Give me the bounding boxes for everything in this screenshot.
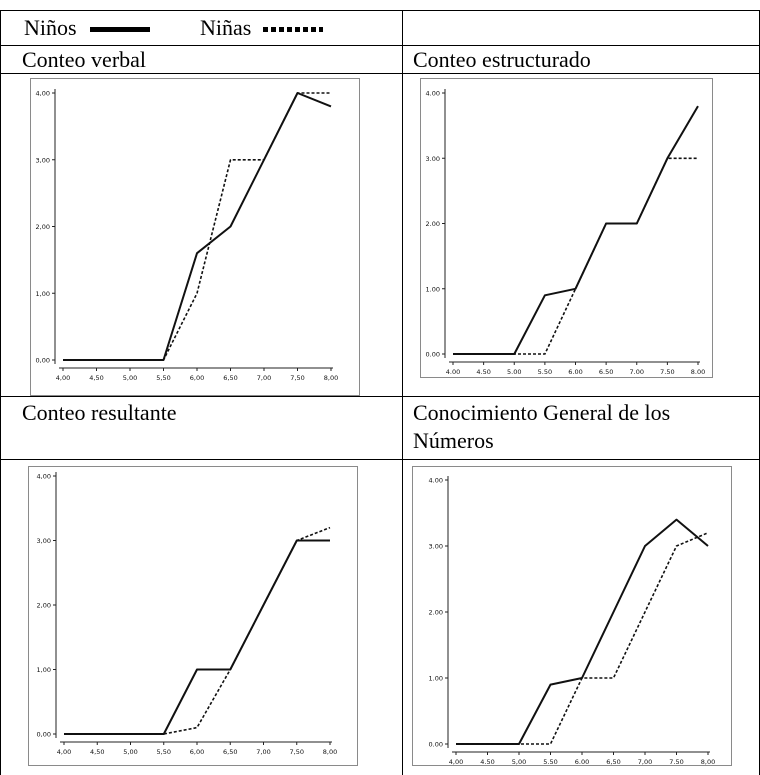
- series-line-ninas: [453, 157, 698, 355]
- chart-frame: [28, 466, 358, 766]
- x-tick-label: 6,00: [190, 374, 204, 382]
- chart-conteo-resultante: 4,00 4,50 5,00 5,50 6,00 6,50 7,00 7,50 8,00 0,00…: [28, 466, 358, 766]
- x-tick-label: 4.50: [480, 758, 494, 766]
- table-border-row2: [0, 73, 760, 74]
- x-tick-label: 5,50: [156, 374, 170, 382]
- chart-conteo-verbal: 4,00 4,50 5,00 5,50 6,00 6,50 7,00 7,50 8,00 0,00…: [30, 78, 360, 396]
- x-tick-label: 4,00: [57, 748, 71, 756]
- y-tick-label: 2.00: [426, 220, 440, 228]
- x-tick-label: 7,00: [638, 758, 652, 766]
- x-tick-label: 8,00: [701, 758, 715, 766]
- y-tick-label: 3.00: [426, 155, 440, 163]
- y-tick-label: 1.00: [426, 285, 440, 293]
- panel-title-conocimiento-line1: Conocimiento General de los: [413, 400, 671, 425]
- x-tick-label: 4,50: [89, 374, 103, 382]
- chart-conocimiento-general: 4,00 4.50 5,00 5.50 6.00 6,50 7,00 7.50 8,00 0.00…: [412, 466, 732, 766]
- x-tick-label: 5.50: [543, 758, 557, 766]
- y-tick-label: 3.00: [429, 543, 443, 551]
- series-line-ninas: [63, 92, 331, 361]
- chart-conteo-estructurado: 4.00 4.50 5.00 5.50 6.00 6.50 7.00 7.50 8.00 0.00…: [420, 78, 713, 378]
- x-tick-label: 4,50: [90, 748, 104, 756]
- y-tick-label: 4,00: [37, 473, 51, 481]
- y-tick-label: 0.00: [429, 741, 443, 749]
- legend-girls-label: Niñas: [200, 15, 252, 40]
- panel-title-conteo-resultante: Conteo resultante: [22, 400, 177, 425]
- series-line-ninos: [456, 518, 709, 745]
- chart-frame: [30, 78, 360, 396]
- x-tick-label: 4,00: [449, 758, 463, 766]
- x-tick-label: 5,00: [123, 748, 137, 756]
- x-tick-label: 4,00: [56, 374, 70, 382]
- table-border-left: [0, 10, 1, 775]
- x-tick-label: 5.00: [507, 368, 521, 376]
- x-tick-label: 6,50: [606, 758, 620, 766]
- x-tick-label: 7,00: [256, 748, 270, 756]
- y-tick-label: 3,00: [36, 156, 50, 164]
- x-tick-label: 5,00: [123, 374, 137, 382]
- y-tick-label: 1,00: [37, 666, 51, 674]
- x-tick-label: 7,50: [290, 374, 304, 382]
- x-tick-label: 4.00: [446, 368, 460, 376]
- y-tick-label: 3,00: [37, 537, 51, 545]
- legend-girls-dotted-swatch: [263, 27, 323, 32]
- series-line-ninos: [453, 105, 699, 355]
- table-border-row3: [0, 396, 760, 397]
- x-tick-label: 6.50: [599, 368, 613, 376]
- panel-title-conteo-verbal: Conteo verbal: [22, 47, 147, 72]
- panel-title-conteo-estructurado: Conteo estructurado: [413, 47, 591, 72]
- x-tick-label: 5.50: [538, 368, 552, 376]
- chart-frame: [420, 78, 713, 378]
- x-tick-label: 8,00: [324, 374, 338, 382]
- table-border-middle: [402, 10, 403, 775]
- x-tick-label: 5,00: [512, 758, 526, 766]
- table-border-row4: [0, 459, 760, 460]
- x-tick-label: 5,50: [157, 748, 171, 756]
- x-tick-label: 8.00: [691, 368, 705, 376]
- x-tick-label: 6,50: [223, 748, 237, 756]
- x-tick-label: 6.00: [575, 758, 589, 766]
- y-tick-label: 4.00: [426, 90, 440, 98]
- legend-boys-solid-swatch: [90, 27, 150, 32]
- y-tick-label: 4.00: [429, 477, 443, 485]
- legend-boys-label: Niños: [24, 15, 77, 40]
- x-tick-label: 8,00: [323, 748, 337, 756]
- x-tick-label: 7,00: [257, 374, 271, 382]
- y-tick-label: 1.00: [429, 675, 443, 683]
- table-border-row1: [0, 45, 760, 46]
- x-tick-label: 7.50: [660, 368, 674, 376]
- y-tick-label: 2.00: [429, 609, 443, 617]
- x-tick-label: 7,50: [290, 748, 304, 756]
- y-tick-label: 2,00: [36, 223, 50, 231]
- x-tick-label: 6,50: [223, 374, 237, 382]
- x-tick-label: 4.50: [476, 368, 490, 376]
- table-border-top: [0, 10, 760, 11]
- panel-title-conocimiento-line2: Números: [413, 428, 494, 453]
- x-tick-label: 7.00: [630, 368, 644, 376]
- y-tick-label: 0.00: [426, 351, 440, 359]
- y-tick-label: 1,00: [36, 290, 50, 298]
- x-tick-label: 6.00: [568, 368, 582, 376]
- series-line-ninos: [64, 539, 330, 735]
- series-line-ninos: [63, 92, 332, 361]
- legend-cell: Niños Niñas: [0, 10, 400, 45]
- y-tick-label: 0,00: [36, 357, 50, 365]
- series-line-ninas: [456, 532, 709, 745]
- y-tick-label: 4,00: [36, 90, 50, 98]
- y-tick-label: 0,00: [37, 731, 51, 739]
- chart-frame: [412, 466, 732, 766]
- x-tick-label: 6,00: [190, 748, 204, 756]
- y-tick-label: 2,00: [37, 602, 51, 610]
- x-tick-label: 7.50: [669, 758, 683, 766]
- series-line-ninas: [64, 526, 331, 735]
